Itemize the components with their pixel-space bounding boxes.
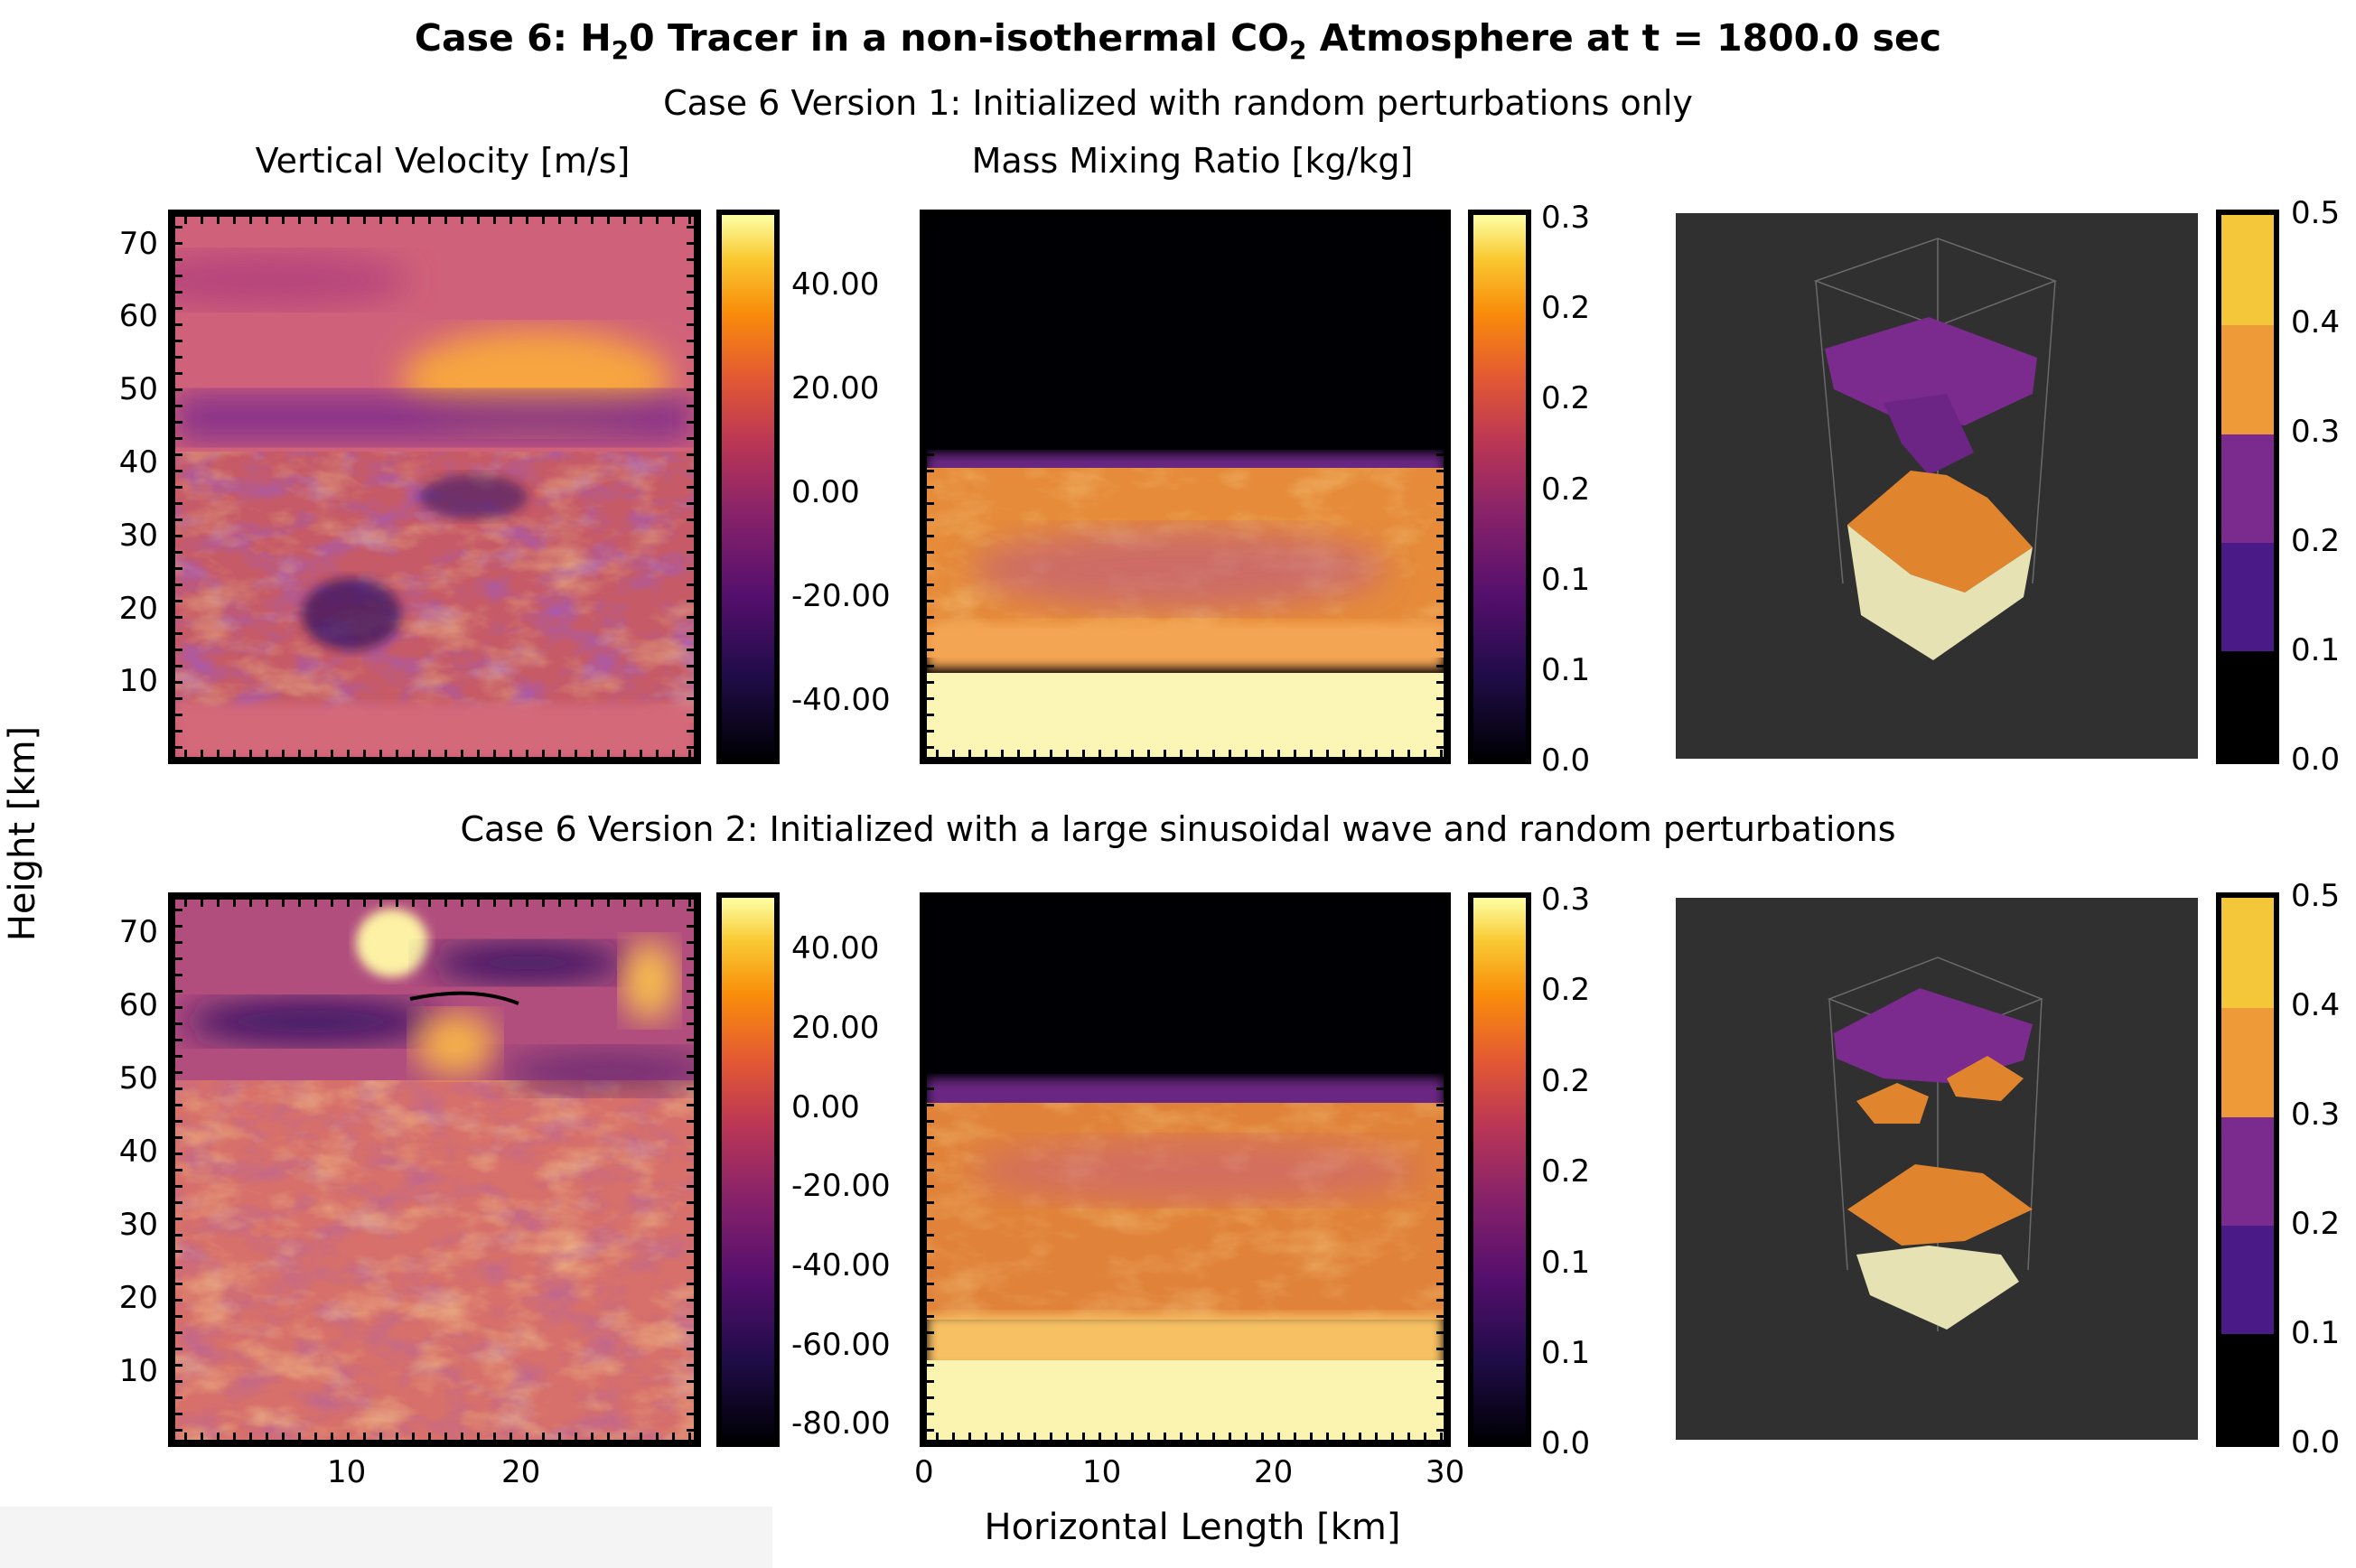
colorbar-tick: 0.0 xyxy=(1541,742,1591,779)
version2-title: Case 6 Version 2: Initialized with a lar… xyxy=(460,809,1896,849)
ytick: 40 xyxy=(118,444,158,481)
ytick: 40 xyxy=(118,1134,158,1170)
colorbar-tick: 0.2 xyxy=(1541,1153,1591,1190)
colorbar-tick: -80.00 xyxy=(791,1405,891,1442)
ytick: 10 xyxy=(118,663,158,699)
y-axis-label: Height [km] xyxy=(2,725,43,942)
colorbar-tick: 0.2 xyxy=(1541,1063,1591,1099)
xtick: 10 xyxy=(1082,1454,1122,1490)
colorbar-tick: 0.4 xyxy=(2291,987,2341,1023)
v1-mixing-ratio-heatmap xyxy=(920,210,1451,764)
v1-velocity-colorbar xyxy=(716,210,780,764)
v1-mmr-colorbar xyxy=(1468,210,1531,764)
ytick: 20 xyxy=(118,1280,158,1316)
ytick: 60 xyxy=(118,298,158,334)
colorbar-tick: -60.00 xyxy=(791,1327,891,1363)
colorbar-tick: 0.1 xyxy=(1541,652,1591,688)
colorbar-tick: 40.00 xyxy=(791,266,880,303)
version1-title: Case 6 Version 1: Initialized with rando… xyxy=(663,83,1693,123)
ytick: 50 xyxy=(118,1060,158,1097)
colorbar-tick: -40.00 xyxy=(791,1247,891,1283)
xtick: 0 xyxy=(914,1454,934,1490)
colorbar-tick: 40.00 xyxy=(791,930,880,966)
ytick: 30 xyxy=(118,518,158,554)
ytick: 30 xyxy=(118,1207,158,1243)
v2-mixing-ratio-heatmap xyxy=(920,892,1451,1447)
colorbar-tick: 0.5 xyxy=(2291,878,2341,914)
ytick: 60 xyxy=(118,987,158,1023)
colorbar-tick: 0.2 xyxy=(2291,523,2341,559)
v2-3d-colorbar xyxy=(2216,892,2279,1447)
colorbar-tick: 0.2 xyxy=(1541,471,1591,508)
x-axis-label: Horizontal Length [km] xyxy=(984,1507,1401,1548)
xtick: 10 xyxy=(327,1454,367,1490)
ytick: 50 xyxy=(118,371,158,407)
xtick: 20 xyxy=(1254,1454,1294,1490)
colorbar-tick: 0.1 xyxy=(1541,1335,1591,1371)
col1-title: Vertical Velocity [m/s] xyxy=(255,141,631,181)
colorbar-tick: 0.0 xyxy=(2291,742,2341,778)
colorbar-tick: 0.1 xyxy=(1541,562,1591,598)
colorbar-tick: 0.2 xyxy=(2291,1206,2341,1242)
colorbar-tick: 0.00 xyxy=(791,1089,860,1125)
col2-title: Mass Mixing Ratio [kg/kg] xyxy=(971,141,1414,181)
colorbar-tick: 20.00 xyxy=(791,370,880,406)
ytick: 20 xyxy=(118,591,158,627)
v1-velocity-heatmap xyxy=(168,210,701,764)
v1-3d-colorbar xyxy=(2216,210,2279,764)
v2-velocity-heatmap xyxy=(168,892,701,1447)
ytick: 70 xyxy=(118,914,158,950)
colorbar-tick: 0.2 xyxy=(1541,380,1591,416)
colorbar-tick: -20.00 xyxy=(791,578,891,614)
colorbar-tick: 0.2 xyxy=(1541,290,1591,326)
xtick: 20 xyxy=(501,1454,541,1490)
colorbar-tick: 0.1 xyxy=(2291,632,2341,668)
colorbar-tick: 0.00 xyxy=(791,474,860,510)
colorbar-tick: 0.0 xyxy=(1541,1425,1591,1461)
colorbar-tick: 0.3 xyxy=(2291,414,2341,450)
v2-mmr-colorbar xyxy=(1468,892,1531,1447)
v1-3d-isosurface xyxy=(1676,213,2198,759)
colorbar-tick: 0.1 xyxy=(1541,1245,1591,1281)
colorbar-tick: 0.2 xyxy=(1541,972,1591,1008)
figure-title: Case 6: H20 Tracer in a non-isothermal C… xyxy=(414,16,1942,65)
colorbar-tick: 0.3 xyxy=(1541,882,1591,918)
xtick: 30 xyxy=(1426,1454,1465,1490)
v2-3d-isosurface xyxy=(1676,898,2198,1440)
colorbar-tick: 20.00 xyxy=(791,1010,880,1046)
ytick: 10 xyxy=(118,1353,158,1389)
colorbar-tick: 0.5 xyxy=(2291,195,2341,231)
colorbar-tick: -20.00 xyxy=(791,1168,891,1204)
colorbar-tick: 0.3 xyxy=(2291,1097,2341,1133)
colorbar-tick: 0.1 xyxy=(2291,1315,2341,1351)
bottom-overlay xyxy=(0,1507,772,1568)
colorbar-tick: 0.4 xyxy=(2291,304,2341,341)
ytick: 70 xyxy=(118,226,158,262)
v2-velocity-colorbar xyxy=(716,892,780,1447)
colorbar-tick: -40.00 xyxy=(791,682,891,718)
colorbar-tick: 0.0 xyxy=(2291,1424,2341,1461)
colorbar-tick: 0.3 xyxy=(1541,200,1591,236)
